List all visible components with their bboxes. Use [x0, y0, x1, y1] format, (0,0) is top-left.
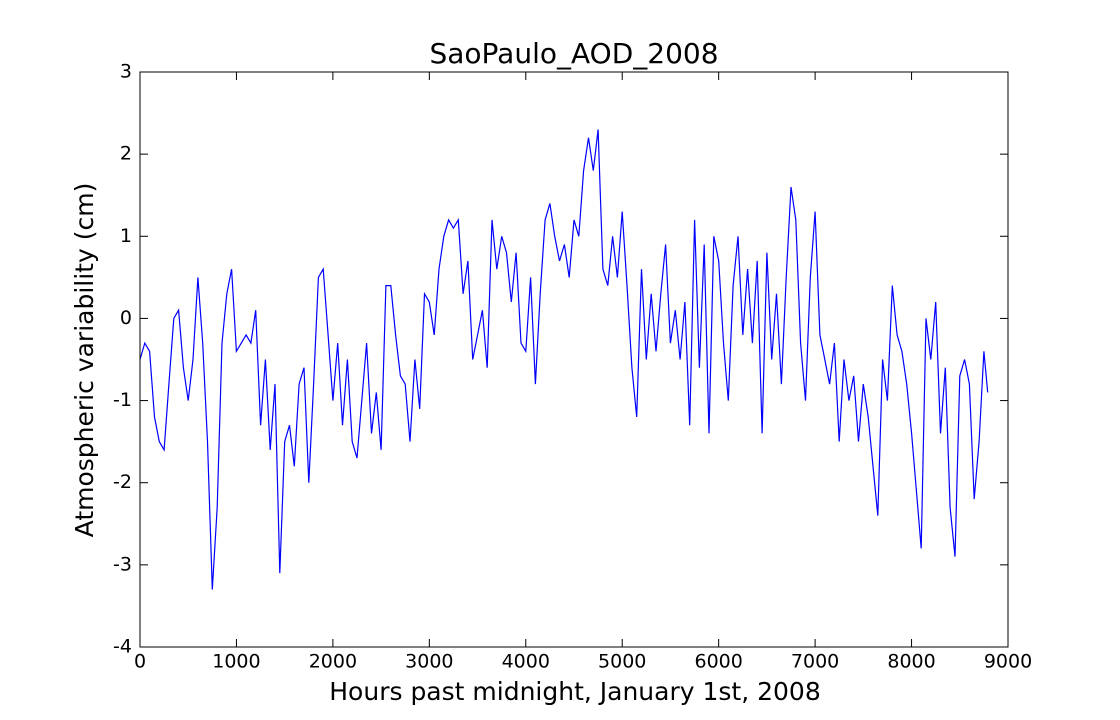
y-tick-label: -3 [113, 553, 132, 575]
x-tick-label: 6000 [694, 651, 742, 673]
y-tick-label: -2 [113, 471, 132, 493]
x-tick-label: 8000 [887, 651, 935, 673]
y-axis-label: Atmospheric variability (cm) [70, 183, 99, 538]
x-axis-label: Hours past midnight, January 1st, 2008 [329, 677, 821, 706]
x-tick-label: 3000 [405, 651, 453, 673]
y-tick-label: 1 [120, 225, 132, 247]
y-tick-label: -4 [113, 636, 132, 658]
x-tick-label: 1000 [212, 651, 260, 673]
x-tick-label: 0 [134, 651, 146, 673]
x-tick-label: 9000 [984, 651, 1032, 673]
x-tick-label: 7000 [791, 651, 839, 673]
plot-frame [139, 71, 1009, 648]
y-tick-label: 0 [120, 307, 132, 329]
y-tick-label: 3 [120, 61, 132, 83]
data-line [139, 129, 989, 590]
chart-title: SaoPaulo_AOD_2008 [429, 37, 718, 70]
x-tick-label: 4000 [502, 651, 550, 673]
x-tick-label: 2000 [309, 651, 357, 673]
x-tick-label: 5000 [598, 651, 646, 673]
y-tick-label: 2 [120, 143, 132, 165]
y-tick-label: -1 [113, 389, 132, 411]
